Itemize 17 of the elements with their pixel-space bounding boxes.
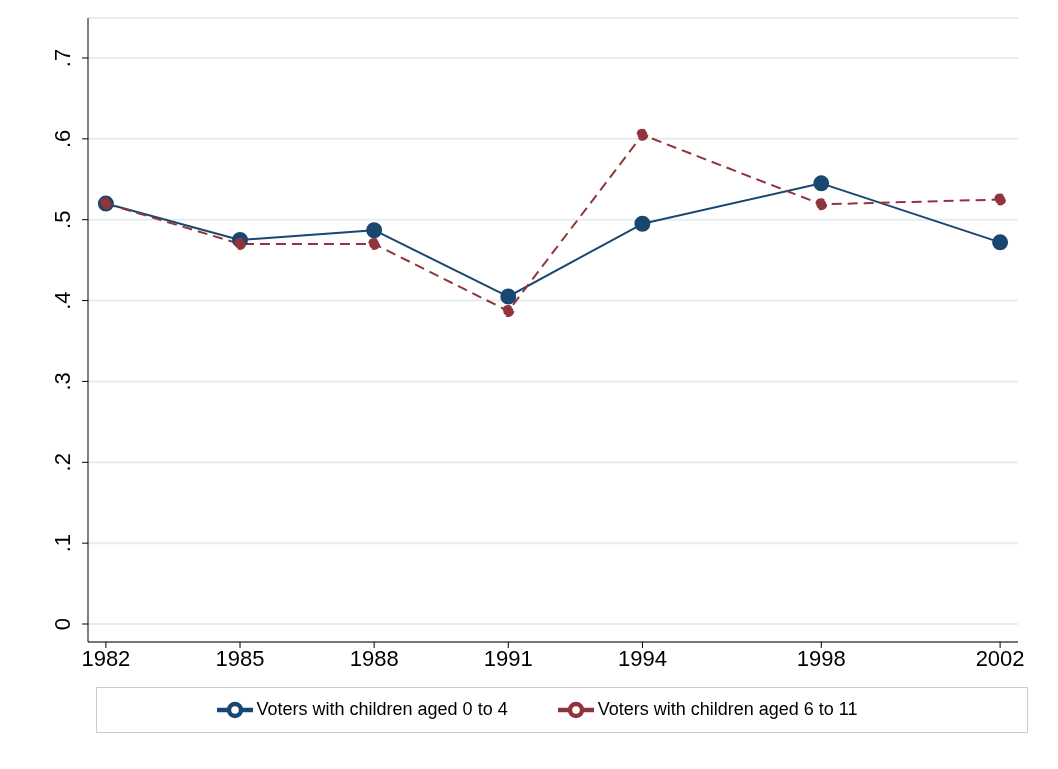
x-tick-label: 1988	[349, 645, 399, 671]
y-tick-label: .7	[50, 48, 75, 68]
y-tick-label: .3	[50, 372, 75, 391]
y-tick-label: .4	[50, 291, 75, 310]
y-tick-label: .6	[50, 129, 75, 149]
legend-label: Voters with children aged 0 to 4	[256, 698, 508, 719]
y-tick-label: .5	[50, 210, 75, 229]
x-tick-label: 1991	[483, 645, 533, 671]
x-tick-label: 1985	[215, 645, 265, 671]
x-tick-label: 2002	[975, 645, 1025, 671]
x-tick-label: 1994	[617, 645, 667, 671]
x-tick-label: 1998	[796, 645, 846, 671]
legend-label: Voters with children aged 6 to 11	[597, 698, 858, 719]
y-tick-label: 0	[50, 617, 75, 631]
x-tick-label: 1982	[81, 645, 131, 671]
y-tick-label: .1	[50, 533, 75, 553]
y-tick-label: .2	[50, 453, 75, 472]
